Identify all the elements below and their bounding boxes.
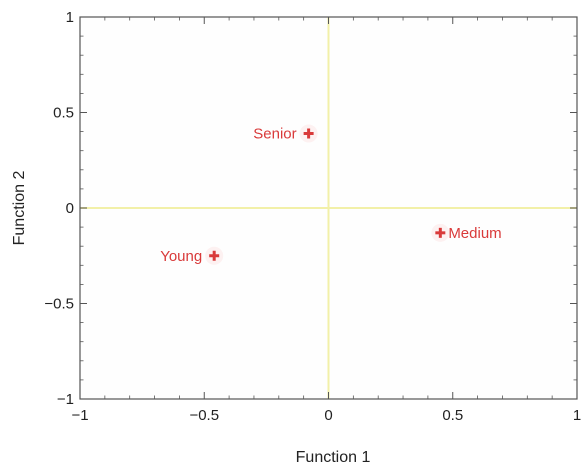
- point-label-medium: Medium: [448, 225, 501, 242]
- data-point-labels: Senior Young Medium: [160, 126, 501, 265]
- point-label-senior: Senior: [253, 126, 296, 143]
- y-tick-label: 0: [66, 200, 74, 217]
- x-tick-label: 0.5: [442, 407, 463, 424]
- point-label-young: Young: [160, 248, 202, 265]
- y-axis-tick-labels: 1 0.5 0 −0.5 −1: [44, 9, 74, 408]
- zero-reference-lines: [80, 17, 577, 399]
- point-young: [205, 246, 224, 265]
- y-tick-label: 1: [66, 9, 74, 26]
- axis-ticks: [79, 16, 578, 400]
- y-axis-title: Function 2: [11, 171, 28, 246]
- data-points: [205, 124, 450, 265]
- x-tick-label: −1: [71, 407, 88, 424]
- x-tick-label: 0: [324, 407, 332, 424]
- x-axis-title: Function 1: [296, 449, 371, 466]
- point-medium: [431, 223, 450, 242]
- point-senior: [299, 124, 318, 143]
- x-tick-label: 1: [573, 407, 581, 424]
- y-tick-label: 0.5: [53, 105, 74, 122]
- x-axis-tick-labels: −1 −0.5 0 0.5 1: [71, 407, 581, 424]
- x-tick-label: −0.5: [189, 407, 219, 424]
- y-tick-label: −0.5: [44, 296, 74, 313]
- y-tick-label: −1: [57, 391, 74, 408]
